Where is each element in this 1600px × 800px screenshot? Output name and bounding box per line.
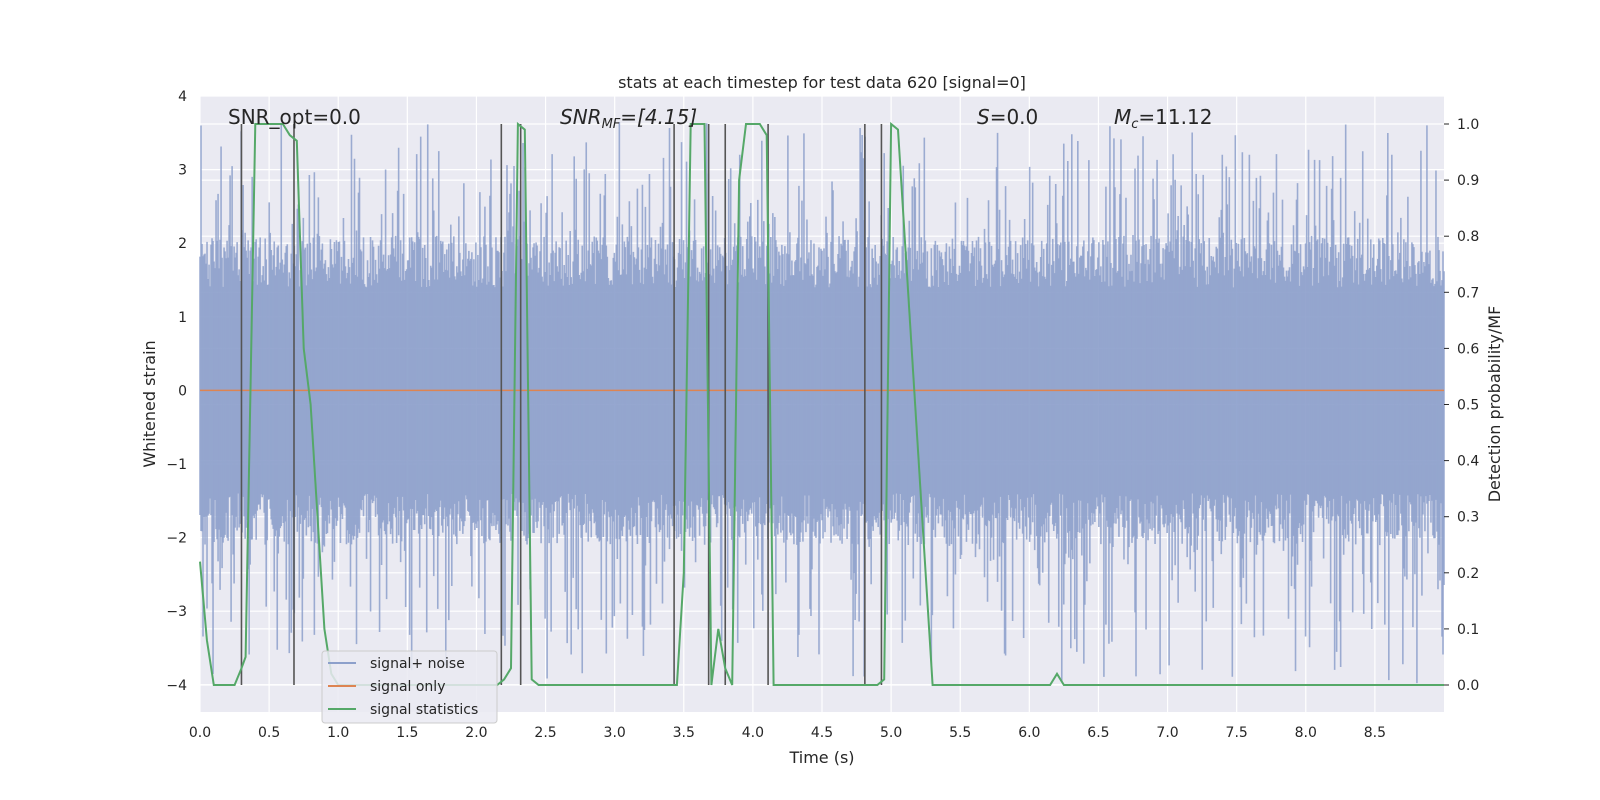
- x-tick-label: 5.5: [949, 725, 971, 741]
- y-left-tick-labels: 4 3 2 1 0 −1 −2 −3 −4: [166, 89, 187, 694]
- y-right-tick-label: 0.6: [1457, 341, 1479, 357]
- y-right-tick-labels: 1.0 0.9 0.8 0.7 0.6 0.5 0.4 0.3 0.2 0.1 0.0: [1444, 117, 1479, 694]
- y-right-tick-label: 0.3: [1457, 510, 1479, 526]
- y-right-tick-label: 0.4: [1457, 454, 1479, 470]
- s-value: =0.0: [990, 105, 1039, 129]
- legend-box: [321, 650, 498, 724]
- x-tick-label: 0.0: [189, 725, 211, 741]
- x-tick-label: 7.0: [1156, 725, 1178, 741]
- series-signal-statistics: [199, 121, 1444, 686]
- x-tick-label: 3.0: [604, 725, 626, 741]
- y-left-tick-label: 0: [178, 383, 187, 399]
- s-symbol: S: [977, 105, 990, 129]
- y-left-axis-label: Whitened strain: [140, 340, 159, 467]
- annotation-snr-opt: SNR_opt=0.0: [228, 105, 361, 129]
- mc-symbol: M: [1114, 105, 1131, 129]
- y-right-tick-label: 0.2: [1457, 566, 1479, 582]
- x-tick-label: 8.5: [1364, 725, 1386, 741]
- x-tick-label: 4.0: [742, 725, 764, 741]
- x-tick-label: 1.5: [396, 725, 418, 741]
- mc-subscript: c: [1131, 117, 1138, 132]
- y-right-tick-label: 0.5: [1457, 398, 1479, 414]
- y-right-tick-label: 0.7: [1457, 285, 1479, 301]
- y-right-tick-label: 1.0: [1457, 117, 1479, 133]
- legend-label-signal-only: signal only: [370, 679, 445, 695]
- y-right-tick-label: 0.0: [1457, 678, 1479, 694]
- x-tick-label: 8.0: [1295, 725, 1317, 741]
- y-left-tick-label: −1: [166, 457, 187, 473]
- x-tick-label: 2.5: [534, 725, 556, 741]
- y-left-tick-label: 1: [178, 310, 187, 326]
- y-right-tick-label: 0.8: [1457, 229, 1479, 245]
- x-tick-label: 5.0: [880, 725, 902, 741]
- y-left-tick-label: −2: [166, 531, 187, 547]
- y-left-tick-label: 2: [178, 236, 187, 252]
- x-tick-label: 0.5: [258, 725, 280, 741]
- annotation-s: S=0.0: [977, 105, 1038, 129]
- x-axis-label: Time (s): [788, 748, 854, 767]
- y-left-tick-label: 3: [178, 163, 187, 179]
- series-signal-noise: [199, 122, 1445, 684]
- x-tick-label: 3.5: [673, 725, 695, 741]
- y-right-tick-label: 0.9: [1457, 173, 1479, 189]
- x-tick-label: 2.0: [465, 725, 487, 741]
- y-left-tick-label: −3: [166, 604, 187, 620]
- mc-value: =11.12: [1138, 105, 1212, 129]
- annotation-mc: Mc=11.12: [1114, 105, 1212, 132]
- legend: signal+ noise signal only signal statist…: [321, 650, 498, 724]
- x-tick-label: 6.5: [1087, 725, 1109, 741]
- x-tick-labels: 0.0 0.5 1.0 1.5 2.0 2.5 3.0 3.5 4.0 4.5 5.0 5.5 6.0 6…: [189, 725, 1386, 741]
- snr-mf-symbol: SNR: [560, 105, 602, 129]
- y-left-tick-label: 4: [178, 89, 187, 105]
- legend-label-signal-statistics: signal statistics: [370, 702, 478, 718]
- x-tick-label: 6.0: [1018, 725, 1040, 741]
- chart-title: stats at each timestep for test data 620…: [618, 73, 1026, 92]
- y-right-tick-label: 0.1: [1457, 622, 1479, 638]
- y-left-tick-label: −4: [166, 678, 187, 694]
- x-tick-label: 7.5: [1226, 725, 1248, 741]
- x-tick-label: 1.0: [327, 725, 349, 741]
- snr-mf-subscript: MF: [602, 117, 621, 132]
- x-tick-label: 4.5: [811, 725, 833, 741]
- legend-label-signal-noise: signal+ noise: [370, 656, 465, 672]
- snr-mf-value: =[4.15]: [620, 105, 697, 129]
- y-right-axis-label: Detection probability/MF: [1485, 306, 1504, 503]
- annotation-snr-mf: SNRMF=[4.15]: [560, 105, 697, 132]
